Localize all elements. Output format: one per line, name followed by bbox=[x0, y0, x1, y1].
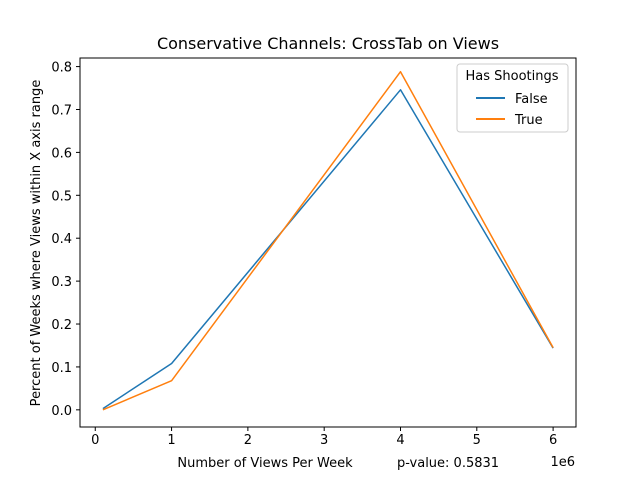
y-tick-label: 0.1 bbox=[51, 361, 72, 376]
chart-title: Conservative Channels: CrossTab on Views bbox=[157, 34, 499, 53]
x-tick-label: 6 bbox=[549, 433, 557, 448]
legend-label-true: True bbox=[514, 113, 543, 128]
x-tick-label: 2 bbox=[244, 433, 252, 448]
x-tick-label: 5 bbox=[473, 433, 481, 448]
y-tick-label: 0.4 bbox=[51, 232, 72, 247]
x-axis: 0 1 2 3 4 5 6 bbox=[91, 427, 557, 448]
y-tick-label: 0.0 bbox=[51, 404, 72, 419]
y-tick-label: 0.8 bbox=[51, 61, 72, 76]
x-axis-offset-label: 1e6 bbox=[550, 455, 575, 470]
x-axis-label: Number of Views Per Week bbox=[177, 456, 353, 471]
legend-items: False True bbox=[476, 92, 548, 128]
y-axis: 0.0 0.1 0.2 0.3 0.4 0.5 0.6 0.7 0.8 bbox=[51, 61, 80, 419]
y-tick-label: 0.3 bbox=[51, 275, 72, 290]
y-axis-label: Percent of Weeks where Views within X ax… bbox=[29, 80, 44, 407]
legend-box bbox=[456, 63, 569, 133]
series-layer bbox=[102, 70, 554, 411]
plot-frame bbox=[79, 57, 577, 428]
legend: Has Shootings False True bbox=[456, 63, 569, 133]
x-tick-label: 3 bbox=[320, 433, 328, 448]
y-tick-label: 0.6 bbox=[51, 146, 72, 161]
x-tick-label: 0 bbox=[91, 433, 99, 448]
legend-title: Has Shootings bbox=[465, 69, 558, 84]
legend-label-false: False bbox=[515, 92, 548, 107]
y-tick-label: 0.7 bbox=[51, 103, 72, 118]
x-tick-label: 1 bbox=[167, 433, 175, 448]
p-value-annotation: p-value: 0.5831 bbox=[397, 456, 499, 471]
series-line-true bbox=[102, 70, 554, 411]
x-tick-label: 4 bbox=[396, 433, 404, 448]
y-tick-label: 0.2 bbox=[51, 318, 72, 333]
y-tick-label: 0.5 bbox=[51, 189, 72, 204]
series-line-false bbox=[102, 89, 554, 410]
